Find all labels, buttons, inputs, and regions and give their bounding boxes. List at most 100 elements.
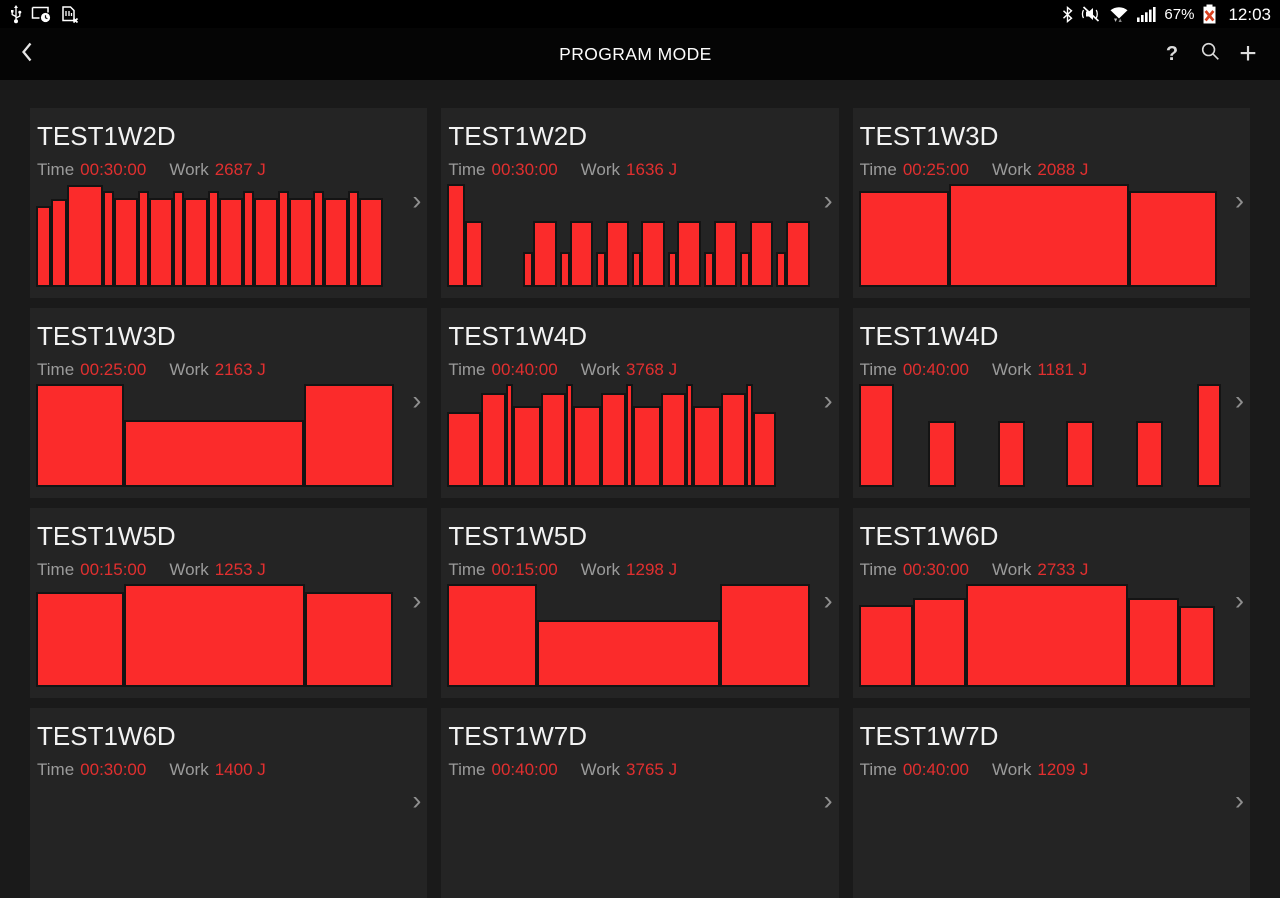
chart-bar [67,185,103,287]
page-title: PROGRAM MODE [559,43,712,64]
chart-bar [740,252,750,287]
program-meta: Time 00:40:00 Work 1209 J [853,752,1250,780]
program-title: TEST1W6D [37,721,176,751]
work-value: 1400 J [214,760,266,779]
program-card[interactable]: TEST1W2D Time 00:30:00 Work 2687 J › [30,108,428,298]
bluetooth-icon [1062,5,1073,23]
program-card[interactable]: TEST1W7D Time 00:40:00 Work 3765 J › [441,708,839,898]
chart-bar [348,191,359,287]
chart-bar [278,191,289,287]
battery-percent: 67% [1164,5,1195,23]
program-card[interactable]: TEST1W6D Time 00:30:00 Work 2733 J › [852,508,1250,698]
status-clock: 12:03 [1228,4,1271,24]
work-label: Work [992,160,1032,179]
chart-bar [667,252,678,287]
chart-bar [313,191,324,287]
chart-bar [677,221,701,287]
work-label: Work [580,560,621,579]
program-title: TEST1W7D [448,721,588,751]
work-value: 1253 J [214,560,266,579]
program-title: TEST1W6D [859,521,999,551]
time-value: 00:30:00 [80,160,147,179]
work-value: 3768 J [626,360,678,379]
chart-bar [626,384,634,487]
chart-bar [219,198,243,287]
program-meta: Time 00:15:00 Work 1253 J [30,552,427,580]
program-title: TEST1W5D [448,521,588,551]
chart-bar [1066,421,1094,487]
chart-bar [447,584,538,687]
back-button[interactable] [13,36,41,73]
chart-bar [541,393,567,487]
chart-bar [304,384,394,487]
time-label: Time [37,760,75,779]
chart-bar [464,221,483,287]
screen-cast-clock-icon [31,5,52,23]
chart-bar [703,252,714,287]
chart-bar [324,198,348,287]
time-label: Time [448,160,486,179]
time-label: Time [859,360,897,379]
chevron-right-icon: › [823,785,833,816]
chart-bar [1128,191,1217,287]
chart-bar [513,406,542,487]
program-meta: Time 00:25:00 Work 2088 J [853,152,1250,180]
time-value: 00:40:00 [902,360,969,379]
work-label: Work [169,760,209,779]
chart-bar [912,598,966,687]
sim-missing-icon [60,5,79,24]
program-card[interactable]: TEST1W5D Time 00:15:00 Work 1298 J › [441,508,839,698]
work-label: Work [580,760,621,779]
program-bar-chart [36,784,398,887]
program-bar-chart [447,584,810,687]
chart-bar [138,191,149,287]
program-bar-chart [36,584,398,687]
work-label: Work [169,360,209,379]
program-title: TEST1W3D [37,321,176,351]
chart-bar [596,252,606,287]
program-title: TEST1W7D [859,721,999,751]
help-button[interactable]: ? [1153,43,1191,66]
add-program-button[interactable]: + [1229,37,1267,70]
work-value: 3765 J [626,760,678,779]
app-bar-actions: ? + [1153,37,1267,70]
time-value: 00:25:00 [80,360,147,379]
program-card[interactable]: TEST1W4D Time 00:40:00 Work 3768 J › [441,308,839,498]
work-label: Work [992,760,1032,779]
chart-bar [36,384,124,487]
work-label: Work [992,360,1032,379]
plus-icon: + [1239,37,1257,70]
work-value: 1636 J [626,160,678,179]
chevron-right-icon: › [823,185,833,216]
chart-bar [749,221,774,287]
program-card[interactable]: TEST1W3D Time 00:25:00 Work 2088 J › [852,108,1250,298]
chart-bar [447,412,482,487]
time-label: Time [37,160,75,179]
chevron-right-icon: › [823,585,833,616]
program-meta: Time 00:40:00 Work 3768 J [441,352,838,380]
chart-bar [633,406,662,487]
program-card[interactable]: TEST1W7D Time 00:40:00 Work 1209 J › [852,708,1250,898]
chart-bar [948,184,1129,287]
chart-bar [786,221,810,287]
program-meta: Time 00:30:00 Work 1636 J [441,152,838,180]
chart-bar [573,406,602,487]
work-value: 2163 J [214,360,266,379]
battery-error-icon [1202,4,1217,24]
program-bar-chart [859,784,1221,887]
search-button[interactable] [1191,41,1229,67]
chart-bar [776,252,787,287]
chevron-right-icon: › [1235,785,1244,816]
program-card[interactable]: TEST1W2D Time 00:30:00 Work 1636 J › [441,108,839,298]
chevron-right-icon: › [1235,185,1244,216]
chart-bar [965,584,1128,687]
program-card[interactable]: TEST1W4D Time 00:40:00 Work 1181 J › [852,308,1250,498]
chart-bar [753,412,777,487]
program-card[interactable]: TEST1W3D Time 00:25:00 Work 2163 J › [30,308,428,498]
status-bar-right: 67% 12:03 [1062,4,1271,24]
program-card[interactable]: TEST1W6D Time 00:30:00 Work 1400 J › [30,708,428,898]
work-value: 1298 J [626,560,678,579]
work-label: Work [169,160,209,179]
program-card[interactable]: TEST1W5D Time 00:15:00 Work 1253 J › [30,508,428,698]
chart-bar [858,605,913,687]
